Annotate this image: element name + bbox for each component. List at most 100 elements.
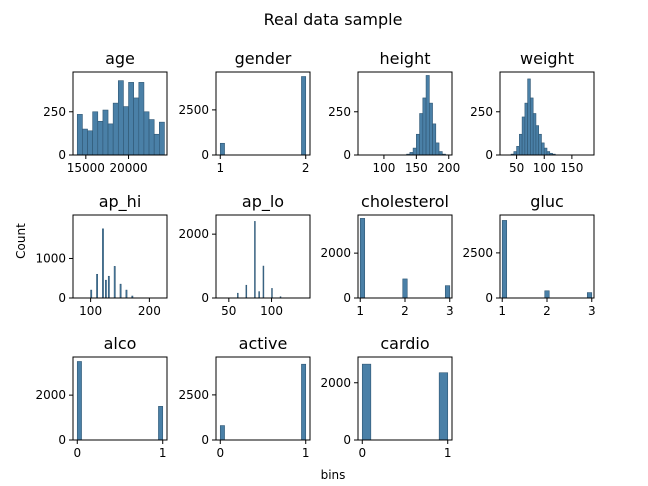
y-tick-label: 0	[201, 148, 209, 162]
y-tick-label: 0	[485, 148, 493, 162]
bar-0	[501, 220, 508, 299]
bar-0	[359, 218, 366, 299]
bar-1	[245, 284, 248, 299]
y-tick-label: 2000	[320, 246, 351, 260]
y-tick-label: 1000	[35, 251, 66, 265]
bar-7	[530, 97, 534, 156]
subplot-title: weight	[520, 49, 574, 68]
bar-1	[438, 372, 449, 441]
x-tick-label: 1	[216, 161, 224, 175]
subplot-weight: weight 50 100 150 0 250	[470, 49, 595, 175]
x-tick-label: 50	[221, 304, 236, 318]
bar-0	[219, 425, 225, 441]
x-tick-label: 15000	[67, 161, 105, 175]
bar-7	[429, 102, 433, 156]
bar-0	[90, 289, 93, 299]
bar-2	[444, 285, 451, 299]
x-tick-label: 150	[405, 161, 428, 175]
bar-13	[143, 111, 150, 156]
y-tick-label: 2000	[178, 227, 209, 241]
bar-2	[87, 130, 93, 156]
bar-4	[107, 275, 110, 299]
bar-10	[128, 82, 134, 156]
x-tick-label: 3	[588, 304, 596, 318]
y-tick-label: 2000	[320, 376, 351, 390]
x-tick-label: 100	[260, 304, 283, 318]
bar-1	[513, 151, 517, 156]
bar-1	[96, 273, 98, 299]
subplot-title: ap_lo	[242, 192, 284, 212]
subplot-title: cholesterol	[361, 192, 449, 211]
bar-3	[258, 291, 260, 299]
x-tick-label: 1	[498, 304, 506, 318]
bar-11	[133, 97, 140, 156]
subplot-height: height 100 150 200 0 250	[328, 49, 460, 175]
axes-frame	[72, 214, 168, 299]
bar-1	[544, 290, 550, 299]
x-tick-label: 100	[79, 304, 102, 318]
y-tick-label: 0	[201, 433, 209, 447]
x-tick-label: 3	[446, 304, 454, 318]
bar-0	[361, 363, 372, 441]
subplot-title: gluc	[530, 192, 564, 211]
subplot-ap-lo: ap_lo 50 100 0 2000	[178, 192, 311, 318]
subplot-title: height	[380, 49, 431, 68]
bar-8	[432, 123, 437, 156]
bar-12	[138, 82, 145, 156]
y-tick-label: 0	[58, 291, 66, 305]
bar-5	[422, 97, 427, 156]
bar-3	[416, 133, 420, 156]
x-tick-label: 0	[73, 446, 81, 460]
subplot-title: gender	[235, 49, 292, 68]
subplot-title: alco	[104, 334, 137, 353]
subplot-gender: gender 1 2 0 2500	[178, 49, 311, 175]
subplot-title: age	[105, 49, 135, 68]
y-tick-label: 0	[201, 291, 209, 305]
bar-13	[546, 151, 551, 156]
bar-15	[153, 133, 160, 156]
x-tick-label: 100	[533, 161, 556, 175]
subplot-age: age 15000 20000 0 250	[43, 49, 168, 175]
bar-14	[148, 119, 155, 156]
subplot-title: ap_hi	[99, 192, 142, 212]
y-tick-label: 0	[58, 148, 66, 162]
axes-frame	[72, 71, 168, 156]
bar-4	[419, 113, 424, 156]
axes-frame	[72, 356, 168, 441]
bar-4	[97, 120, 104, 156]
bar-2	[412, 147, 417, 156]
x-tick-label: 100	[372, 161, 395, 175]
axes-frame	[499, 214, 595, 299]
x-tick-label: 150	[560, 161, 583, 175]
subplot-title: active	[239, 334, 288, 353]
bar-2	[586, 292, 593, 299]
x-tick-label: 2	[302, 161, 310, 175]
x-tick-label: 50	[509, 161, 524, 175]
bar-3	[105, 279, 107, 299]
x-tick-label: 20000	[109, 161, 147, 175]
axes-frame	[499, 71, 595, 156]
bar-9	[435, 142, 440, 156]
bar-10	[538, 133, 542, 156]
x-tick-label: 0	[216, 446, 224, 460]
y-tick-label: 0	[343, 148, 351, 162]
bar-5	[102, 109, 109, 156]
bar-0	[237, 292, 239, 299]
bar-1	[301, 363, 307, 441]
y-tick-label: 0	[343, 291, 351, 305]
x-tick-label: 200	[138, 304, 161, 318]
bar-2	[516, 146, 520, 156]
subplot-ap-hi: ap_hi 100 200 0 1000	[35, 192, 168, 318]
bar-5	[113, 266, 116, 299]
subplot-alco: alco 0 1 0 2000	[35, 334, 168, 460]
bar-10	[438, 151, 443, 156]
bar-12	[543, 147, 548, 156]
y-tick-label: 250	[43, 105, 66, 119]
y-tick-label: 0	[58, 433, 66, 447]
y-tick-label: 250	[328, 105, 351, 119]
bar-1	[301, 76, 307, 156]
bar-4	[521, 116, 526, 156]
bar-2	[254, 221, 256, 299]
